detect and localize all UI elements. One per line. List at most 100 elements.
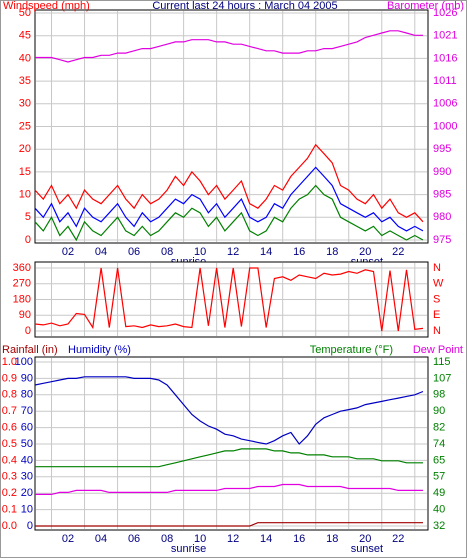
y2-tick-label: 32 xyxy=(433,520,445,532)
y-tick-label: 180 xyxy=(13,293,31,305)
y2-tick-label: 98 xyxy=(433,389,445,401)
y2-tick-label: 107 xyxy=(433,372,451,384)
x-tick-label: 10 xyxy=(194,533,206,545)
y2-tick-label: 1000 xyxy=(433,120,457,132)
y2-tick-label: 90 xyxy=(433,405,445,417)
y3-tick-label: 50 xyxy=(21,438,33,450)
y3-tick-label: 30 xyxy=(21,471,33,483)
x-tick-label: 12 xyxy=(227,533,239,545)
x-tick-label: 18 xyxy=(326,246,338,258)
y-tick-label: 40 xyxy=(19,52,31,64)
legend-label: Dew Point xyxy=(413,344,463,356)
y-tick-label: 1.0 xyxy=(2,356,17,368)
y2-tick-label: 1026 xyxy=(433,7,457,19)
x-tick-label: 16 xyxy=(293,533,305,545)
x-tick-label: 20 xyxy=(359,533,371,545)
x-tick-label: 08 xyxy=(161,533,173,545)
x-tick-label: 22 xyxy=(392,246,404,258)
series-line xyxy=(34,376,424,445)
y3-tick-label: 40 xyxy=(21,454,33,466)
y-tick-label: 0.7 xyxy=(2,405,17,417)
x-tick-label: 20 xyxy=(359,246,371,258)
series-line xyxy=(35,30,423,63)
y2-tick-label: 980 xyxy=(433,211,451,223)
y-tick-label: 15 xyxy=(19,166,31,178)
y3-tick-label: 60 xyxy=(21,422,33,434)
x-tick-label: 18 xyxy=(326,533,338,545)
y2-tick-label: 1011 xyxy=(433,75,457,87)
y-tick-label: 0.4 xyxy=(2,454,17,466)
y2-tick-label: N xyxy=(433,262,441,274)
y-tick-label: 90 xyxy=(19,309,31,321)
y3-tick-label: 80 xyxy=(21,389,33,401)
y2-tick-label: 975 xyxy=(433,234,451,246)
y2-tick-label: 65 xyxy=(433,454,445,466)
x-tick-label: 02 xyxy=(62,533,74,545)
y-tick-label: 30 xyxy=(19,98,31,110)
series-line xyxy=(34,184,424,242)
y3-tick-label: 70 xyxy=(21,405,33,417)
y-tick-label: 20 xyxy=(19,143,31,155)
y2-tick-label: N xyxy=(433,325,441,337)
y-tick-label: 0.1 xyxy=(2,504,17,516)
y-tick-label: 360 xyxy=(13,262,31,274)
annotation: sunrise xyxy=(171,543,206,555)
y2-tick-label: 57 xyxy=(433,471,445,483)
series-line xyxy=(34,166,424,232)
y2-tick-label: 74 xyxy=(433,438,445,450)
y2-tick-label: 115 xyxy=(433,356,451,368)
y3-tick-label: 90 xyxy=(21,372,33,384)
x-tick-label: 02 xyxy=(62,246,74,258)
y3-tick-label: 100 xyxy=(15,356,33,368)
y2-tick-label: S xyxy=(433,293,440,305)
y2-tick-label: 1006 xyxy=(433,98,457,110)
y2-tick-label: 985 xyxy=(433,189,451,201)
x-tick-label: 08 xyxy=(161,246,173,258)
x-tick-label: 06 xyxy=(128,246,140,258)
y2-tick-label: 40 xyxy=(433,504,445,516)
x-tick-label: 14 xyxy=(260,533,272,545)
series-line xyxy=(35,448,423,468)
series-line xyxy=(34,143,424,223)
y3-tick-label: 0 xyxy=(27,520,33,532)
y-tick-label: 5 xyxy=(25,211,31,223)
series-line xyxy=(34,267,424,332)
y-tick-label: 0.3 xyxy=(2,471,17,483)
legend-label: Rainfall (in) xyxy=(2,344,58,356)
x-tick-label: 16 xyxy=(293,246,305,258)
y2-tick-label: 82 xyxy=(433,422,445,434)
y2-tick-label: 990 xyxy=(433,166,451,178)
series-line xyxy=(35,483,423,495)
y-tick-label: 0.0 xyxy=(2,520,17,532)
x-tick-label: 14 xyxy=(260,246,272,258)
x-tick-label: 04 xyxy=(95,246,107,258)
y-tick-label: 0 xyxy=(25,325,31,337)
y3-tick-label: 20 xyxy=(21,487,33,499)
x-tick-label: 06 xyxy=(128,533,140,545)
y3-tick-label: 10 xyxy=(21,504,33,516)
y-tick-label: 0.5 xyxy=(2,438,17,450)
y-tick-label: 10 xyxy=(19,189,31,201)
y-axis-label: Windspeed (mph) xyxy=(3,0,90,12)
x-tick-label: 10 xyxy=(194,246,206,258)
y-tick-label: 0 xyxy=(25,234,31,246)
chart-title: Current last 24 hours : March 04 2005 xyxy=(152,0,337,12)
y2-tick-label: 1016 xyxy=(433,52,457,64)
y-tick-label: 25 xyxy=(19,120,31,132)
annotation: sunset xyxy=(351,543,383,555)
y-tick-label: 45 xyxy=(19,30,31,42)
y2-tick-label: E xyxy=(433,309,440,321)
x-tick-label: 22 xyxy=(392,533,404,545)
legend-label: Temperature (°F) xyxy=(310,344,393,356)
y-tick-label: 0.6 xyxy=(2,422,17,434)
legend-label: Humidity (%) xyxy=(68,344,131,356)
y-tick-label: 0.8 xyxy=(2,389,17,401)
y2-axis-label: Barometer (mb) xyxy=(387,0,464,12)
series-line xyxy=(35,522,423,527)
y-tick-label: 0.2 xyxy=(2,487,17,499)
y2-tick-label: 1021 xyxy=(433,30,457,42)
y2-tick-label: 49 xyxy=(433,487,445,499)
y2-tick-label: W xyxy=(433,278,444,290)
y-tick-label: 0.9 xyxy=(2,372,17,384)
